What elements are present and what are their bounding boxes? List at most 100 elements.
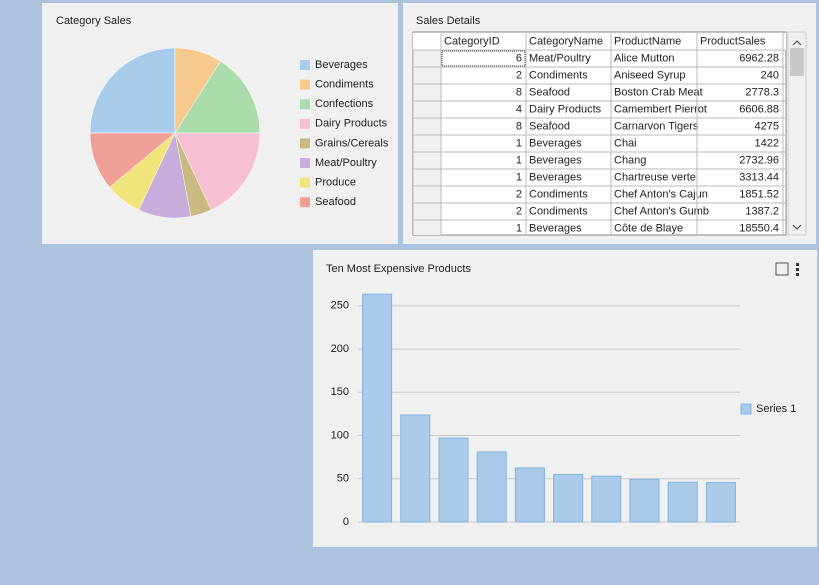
cell: Camembert Pierrot xyxy=(614,103,707,115)
cell: Condiments xyxy=(529,69,588,81)
scroll-arrows[interactable] xyxy=(792,40,802,230)
legend-swatch xyxy=(300,138,310,149)
cell: 8 xyxy=(516,120,522,132)
legend-swatch xyxy=(300,79,310,90)
cell: 1 xyxy=(516,222,522,234)
row-header xyxy=(413,185,442,204)
cell: 4275 xyxy=(755,120,779,132)
cell: 1 xyxy=(516,154,522,166)
y-tick-label: 150 xyxy=(331,386,349,398)
cell: Condiments xyxy=(529,205,588,217)
cell: Chai xyxy=(614,137,637,149)
cell: 1851.52 xyxy=(739,188,779,200)
column-header: ProductSales xyxy=(700,35,766,47)
y-tick-label: 200 xyxy=(331,343,349,355)
cell: 1 xyxy=(516,171,522,183)
cell: Alice Mutton xyxy=(614,52,675,64)
cell: 2732.96 xyxy=(739,154,779,166)
cell: Seafood xyxy=(529,120,570,132)
legend-swatch xyxy=(300,99,310,110)
bar-title: Ten Most Expensive Products xyxy=(326,263,471,275)
table-title: Sales Details xyxy=(416,15,481,27)
cell: Boston Crab Meat xyxy=(614,86,703,98)
cell: Chef Anton's Cajun xyxy=(614,188,708,200)
bar xyxy=(667,481,698,523)
row-header xyxy=(413,83,442,102)
cell: Chef Anton's Gumb xyxy=(614,205,709,217)
cell: 3313.44 xyxy=(739,171,779,183)
legend-swatch xyxy=(300,158,310,168)
legend-label: Meat/Poultry xyxy=(315,157,377,169)
row-header xyxy=(413,134,442,153)
cell: Beverages xyxy=(529,137,582,149)
bar xyxy=(629,478,660,523)
cell: 2 xyxy=(516,188,522,200)
scroll-thumb[interactable] xyxy=(790,48,804,76)
cell: 2 xyxy=(516,205,522,217)
pie-slice xyxy=(89,47,176,134)
cell: 2778.3 xyxy=(745,86,779,98)
cell: Chang xyxy=(614,154,646,166)
pie-title: Category Sales xyxy=(56,15,132,27)
y-tick-label: 100 xyxy=(331,429,349,441)
legend-swatch xyxy=(740,403,752,415)
menu-dot[interactable] xyxy=(796,263,799,266)
legend-label: Seafood xyxy=(315,196,356,208)
cell: 2 xyxy=(516,69,522,81)
legend-label: Condiments xyxy=(315,79,374,91)
menu-dot[interactable] xyxy=(796,268,799,271)
y-tick-label: 50 xyxy=(337,473,349,485)
column-header: ProductName xyxy=(614,35,681,47)
cell: Beverages xyxy=(529,154,582,166)
cell: 8 xyxy=(516,86,522,98)
bar xyxy=(362,293,393,523)
panel-icons[interactable] xyxy=(775,262,799,276)
row-header xyxy=(413,66,442,85)
row-header xyxy=(413,202,442,221)
legend-label: Dairy Products xyxy=(315,118,388,130)
cell: 1387.2 xyxy=(745,205,779,217)
cell: Chartreuse verte xyxy=(614,171,696,183)
cell: Côte de Blaye xyxy=(614,222,683,234)
current-cell xyxy=(441,50,526,67)
row-header xyxy=(413,168,442,187)
row-header xyxy=(413,219,442,235)
cell: 6 xyxy=(516,52,522,64)
legend-swatch xyxy=(300,197,310,208)
legend-label: Series 1 xyxy=(756,403,796,415)
row-header xyxy=(413,151,442,170)
legend-label: Beverages xyxy=(315,59,368,71)
bar xyxy=(476,451,507,523)
bar xyxy=(438,437,469,523)
y-tick-label: 0 xyxy=(343,516,349,528)
legend-label: Produce xyxy=(315,177,356,189)
bar xyxy=(400,414,431,523)
bar xyxy=(514,467,545,523)
column-header: CategoryID xyxy=(444,35,500,47)
data-grid[interactable]: CategoryID CategoryName ProductName Product… xyxy=(413,33,786,237)
bar xyxy=(705,482,736,523)
grid-box xyxy=(412,31,787,236)
header-row xyxy=(413,33,786,50)
cell: 1 xyxy=(516,137,522,149)
scrollbar[interactable] xyxy=(787,31,807,236)
bar xyxy=(591,475,622,523)
cell: 240 xyxy=(761,69,779,81)
legend-label: Grains/Cereals xyxy=(315,137,389,149)
legend-swatch xyxy=(300,60,310,70)
legend-label: Confections xyxy=(315,98,374,110)
cell: Meat/Poultry xyxy=(529,52,591,64)
cell: Beverages xyxy=(529,222,582,234)
cell: Condiments xyxy=(529,188,588,200)
cell: 6962.28 xyxy=(739,52,779,64)
bar xyxy=(553,473,584,523)
row-header xyxy=(413,49,442,68)
pie-slice xyxy=(174,60,261,134)
cell: 18550.4 xyxy=(739,222,779,234)
cell: Dairy Products xyxy=(529,103,602,115)
maximize-icon[interactable] xyxy=(775,262,789,276)
menu-dot[interactable] xyxy=(796,273,799,276)
pie-slice xyxy=(174,132,261,211)
